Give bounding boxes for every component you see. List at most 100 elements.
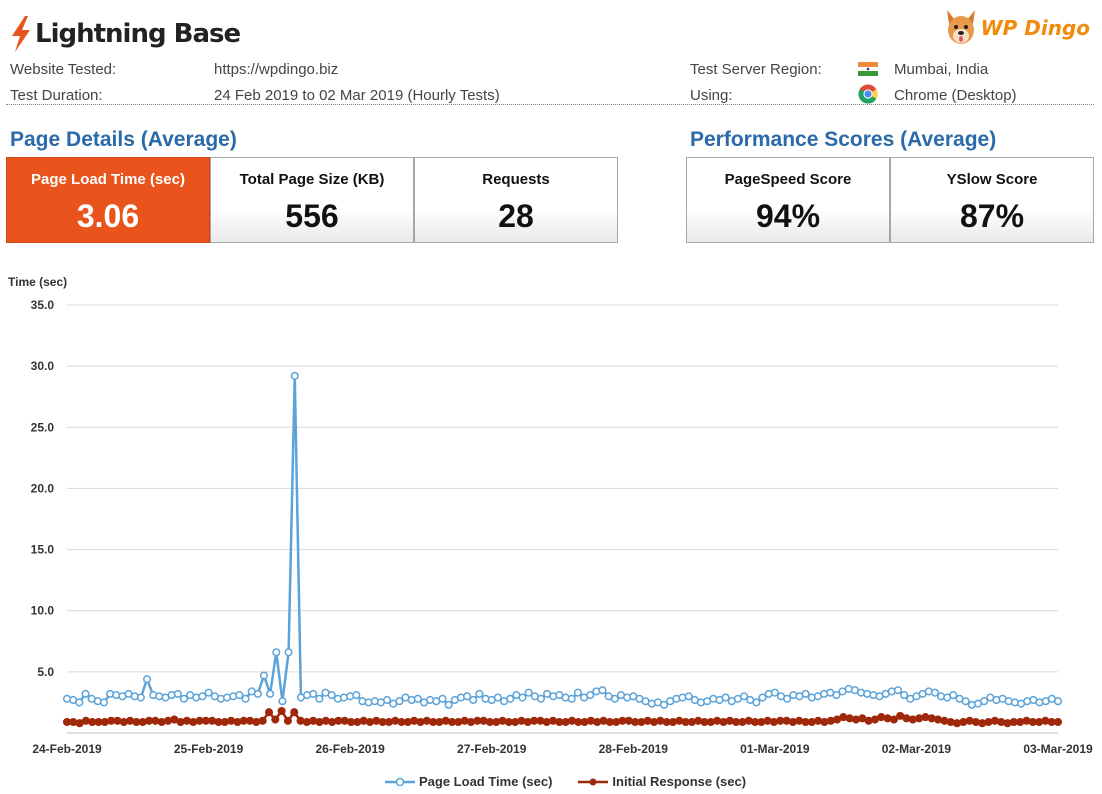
data-point-initial-response [1053,717,1063,727]
partner-brand-name: WP Dingo [980,16,1090,40]
data-point-load-time [309,689,318,698]
data-point-load-time [179,694,189,703]
page-size-label: Total Page Size (KB) [239,171,385,188]
data-point-initial-response [163,716,173,725]
data-point-initial-response [1035,717,1044,727]
data-point-initial-response [561,717,570,727]
using-value: Chrome (Desktop) [894,87,1017,104]
data-point-initial-response [845,714,854,723]
data-point-initial-response [151,716,160,725]
data-point-load-time [518,693,527,702]
data-point-load-time [949,691,958,700]
requests-value: 28 [498,198,534,234]
data-point-initial-response [965,716,974,725]
data-point-initial-response [769,717,779,727]
data-point-initial-response [826,716,835,725]
data-point-initial-response [997,717,1006,727]
y-axis-label: Time (sec) [8,275,68,289]
data-point-initial-response [649,717,659,727]
data-point-load-time [284,648,293,657]
data-point-load-time [801,689,810,698]
data-point-initial-response [435,717,444,727]
dog-mascot-icon [946,10,975,44]
data-point-initial-response [290,708,299,717]
data-point-initial-response [637,717,646,727]
data-point-load-time [444,700,453,709]
using-label: Using: [690,87,733,104]
header-divider [6,104,1094,105]
data-point-load-time [752,698,761,707]
data-point-initial-response [864,716,873,725]
legend-item-load-time: Page Load Time (sec) [385,774,552,789]
data-point-initial-response [422,716,431,725]
data-point-initial-response [946,717,955,727]
page-size-card: Total Page Size (KB) 556 [210,157,414,243]
lightning-base-logo: Lightning Base [8,14,241,54]
load-time-label: Page Load Time (sec) [31,171,185,188]
data-point-initial-response [656,716,665,725]
y-tick-label: 5.0 [37,665,54,679]
data-point-initial-response [416,717,425,727]
data-point-load-time [684,692,693,701]
data-point-load-time [272,648,281,657]
data-point-load-time [610,694,619,703]
x-tick-label: 26-Feb-2019 [315,742,385,756]
data-point-initial-response [744,716,753,725]
data-point-initial-response [599,716,608,725]
data-point-initial-response [220,717,229,727]
data-point-initial-response [157,717,166,727]
legend-marker-initial-response [578,778,609,785]
data-point-initial-response [246,716,255,725]
data-point-load-time [758,693,767,702]
data-point-load-time [235,691,244,700]
data-point-initial-response [340,716,349,725]
data-point-load-time [493,693,502,702]
data-point-initial-response [940,716,949,725]
data-point-initial-response [81,716,90,725]
data-point-initial-response [176,717,185,727]
data-point-initial-response [1003,719,1012,728]
data-point-initial-response [410,716,419,725]
data-point-initial-response [713,716,722,725]
data-point-load-time [930,688,939,697]
load-time-card: Page Load Time (sec) 3.06 [6,157,210,243]
data-point-initial-response [782,716,791,725]
data-point-initial-response [839,713,848,722]
legend-item-initial-response: Initial Response (sec) [578,774,746,789]
data-point-initial-response [113,716,122,725]
page-size-value: 556 [285,198,339,234]
wp-dingo-logo: WP Dingo [943,6,1090,50]
data-point-load-time [721,693,730,702]
load-time-value: 3.06 [76,198,140,234]
data-point-initial-response [208,716,217,725]
india-flag-icon [858,62,878,76]
legend-marker-load-time [385,777,415,786]
data-point-load-time [900,691,909,700]
legend-label-load-time: Page Load Time (sec) [419,774,553,789]
requests-card: Requests 28 [414,157,618,243]
data-point-initial-response [889,715,898,724]
yslow-label: YSlow Score [946,171,1038,188]
data-point-load-time [660,700,669,709]
data-point-load-time [290,371,299,380]
yslow-card: YSlow Score 87% [890,157,1094,243]
data-point-initial-response [738,717,747,727]
region-label: Test Server Region: [690,61,822,78]
data-point-load-time [586,691,595,700]
chart-legend: Page Load Time (sec) Initial Response (s… [385,774,772,789]
performance-title: Performance Scores (Average) [690,128,997,151]
data-point-initial-response [725,716,734,725]
data-point-initial-response [548,716,558,725]
data-point-initial-response [372,716,381,725]
data-point-initial-response [517,716,526,725]
data-point-load-time [136,693,145,702]
chrome-icon [858,84,878,104]
brand-name: Lightning Base [35,19,241,49]
data-point-initial-response [820,717,829,727]
data-point-load-time [278,697,287,706]
data-point-load-time [142,675,152,684]
data-point-load-time [327,691,336,700]
data-point-initial-response [283,716,292,725]
data-point-load-time [438,694,447,703]
data-point-load-time [893,686,903,695]
